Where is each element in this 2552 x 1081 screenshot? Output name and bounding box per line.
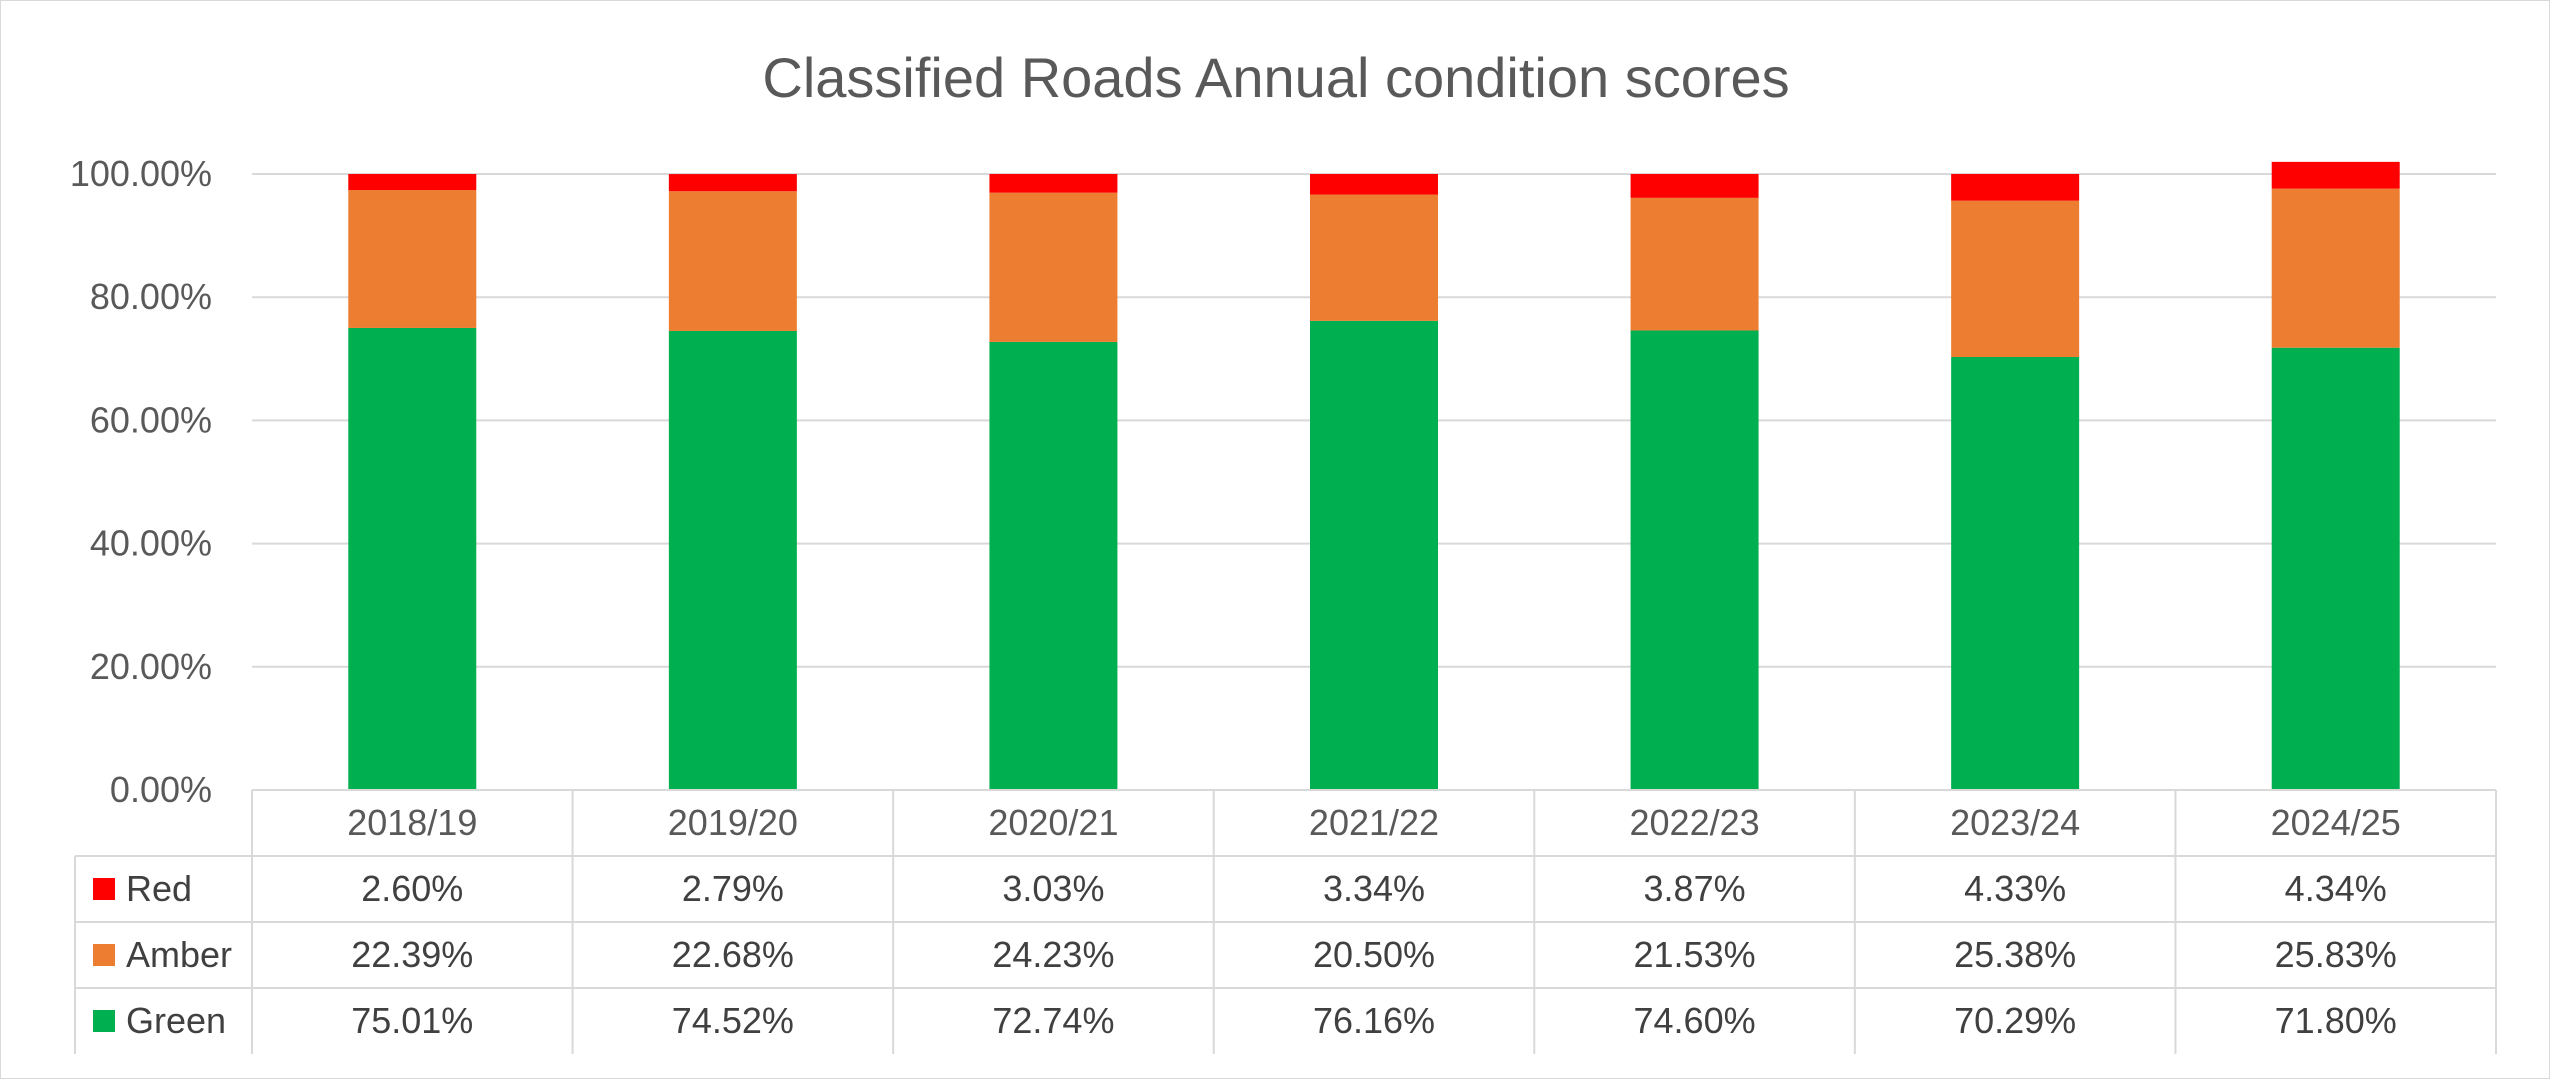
legend-key-green <box>93 1010 115 1032</box>
series-label-green: Green <box>126 1000 226 1041</box>
bar-segment-amber <box>668 191 797 331</box>
data-label: 25.83% <box>2275 934 2397 975</box>
bar-segment-red <box>2271 161 2400 189</box>
legend-key-amber <box>93 944 115 966</box>
x-tick-label: 2022/23 <box>1630 802 1760 843</box>
y-tick-label: 80.00% <box>90 276 212 317</box>
data-label: 4.33% <box>1964 868 2066 909</box>
bar-segment-amber <box>348 190 477 328</box>
legend-key-red <box>93 878 115 900</box>
data-label: 21.53% <box>1634 934 1756 975</box>
bar-segment-green <box>1951 357 2080 790</box>
y-axis: 0.00% 20.00% 40.00% 60.00% 80.00% 100.00% <box>70 153 212 810</box>
data-label: 3.03% <box>1002 868 1104 909</box>
data-label: 22.39% <box>351 934 473 975</box>
series-label-red: Red <box>126 868 192 909</box>
bar-segment-green <box>2271 347 2400 790</box>
bar-segment-green <box>1310 320 1438 790</box>
data-label: 74.52% <box>672 1000 794 1041</box>
data-label: 22.68% <box>672 934 794 975</box>
data-label: 2.79% <box>682 868 784 909</box>
x-tick-label: 2019/20 <box>668 802 798 843</box>
data-label: 25.38% <box>1954 934 2076 975</box>
data-label: 71.80% <box>2275 1000 2397 1041</box>
bar-segment-amber <box>989 192 1118 342</box>
data-table: 2018/19 2019/20 2020/21 2021/22 2022/23 2023/… <box>74 789 2497 1054</box>
bar-segment-red <box>668 174 797 192</box>
bar-segment-red <box>1951 174 2080 201</box>
data-label: 4.34% <box>2285 868 2387 909</box>
bar-segment-red <box>989 174 1118 193</box>
data-label: 74.60% <box>1634 1000 1756 1041</box>
bars <box>348 161 2400 790</box>
bar-segment-amber <box>1951 200 2080 358</box>
data-label: 20.50% <box>1313 934 1435 975</box>
bar-segment-red <box>1630 174 1759 198</box>
bar-segment-amber <box>1630 197 1759 331</box>
series-label-amber: Amber <box>126 934 232 975</box>
x-tick-label: 2021/22 <box>1309 802 1439 843</box>
y-tick-label: 20.00% <box>90 646 212 687</box>
y-tick-label: 100.00% <box>70 153 212 194</box>
y-tick-label: 40.00% <box>90 523 212 564</box>
data-label: 2.60% <box>361 868 463 909</box>
data-label: 75.01% <box>351 1000 473 1041</box>
x-tick-label: 2024/25 <box>2271 802 2401 843</box>
data-label: 24.23% <box>992 934 1114 975</box>
bar-segment-green <box>668 330 797 790</box>
chart-title: Classified Roads Annual condition scores <box>762 46 1789 109</box>
data-label: 3.34% <box>1323 868 1425 909</box>
bar-segment-amber <box>2271 188 2400 348</box>
bar-segment-green <box>1630 330 1759 790</box>
x-tick-label: 2018/19 <box>347 802 477 843</box>
y-tick-label: 0.00% <box>110 769 212 810</box>
data-label: 70.29% <box>1954 1000 2076 1041</box>
data-label: 3.87% <box>1644 868 1746 909</box>
data-label: 72.74% <box>992 1000 1114 1041</box>
data-label: 76.16% <box>1313 1000 1435 1041</box>
bar-segment-amber <box>1310 194 1438 321</box>
bar-segment-red <box>348 174 477 191</box>
bar-segment-green <box>348 327 477 790</box>
y-tick-label: 60.00% <box>90 399 212 440</box>
x-tick-label: 2023/24 <box>1950 802 2080 843</box>
x-tick-label: 2020/21 <box>988 802 1118 843</box>
bar-segment-green <box>989 341 1118 790</box>
bar-segment-red <box>1310 174 1438 195</box>
